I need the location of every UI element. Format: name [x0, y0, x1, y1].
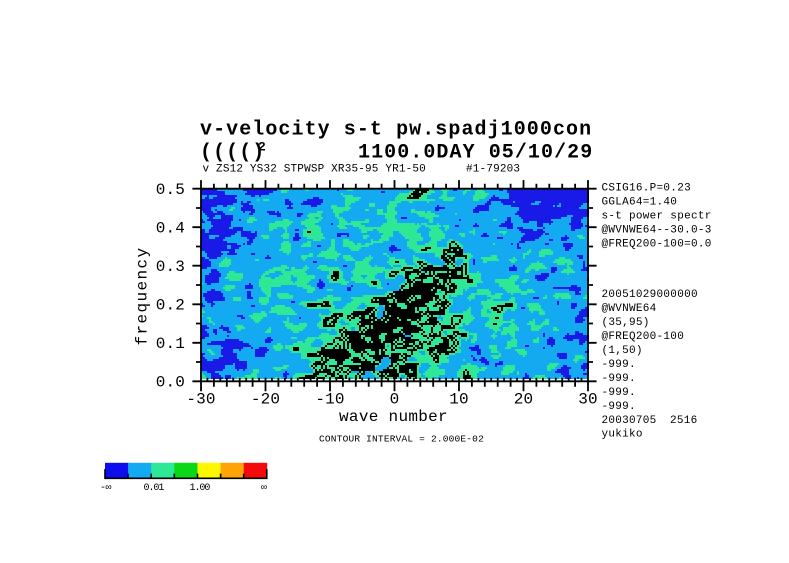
svg-text:(1,50): (1,50) — [602, 345, 643, 357]
svg-text:0.1: 0.1 — [156, 335, 185, 353]
svg-text:10: 10 — [449, 391, 468, 409]
svg-text:30: 30 — [578, 391, 597, 409]
svg-text:wave number: wave number — [339, 408, 448, 426]
svg-text:∞: ∞ — [106, 483, 112, 494]
svg-text:@WVNWE64: @WVNWE64 — [602, 303, 657, 315]
svg-text:CONTOUR INTERVAL = 2.000E-02: CONTOUR INTERVAL = 2.000E-02 — [319, 433, 484, 444]
svg-text:0.0: 0.0 — [156, 373, 185, 391]
svg-text:v-velocity s-t pw.spadj1000con: v-velocity s-t pw.spadj1000con — [200, 119, 592, 142]
svg-text:0.4: 0.4 — [156, 220, 185, 238]
svg-text:0.5: 0.5 — [156, 181, 185, 199]
svg-text:1100.0DAY 05/10/29: 1100.0DAY 05/10/29 — [358, 142, 593, 165]
svg-text:2: 2 — [258, 140, 266, 155]
svg-text:20: 20 — [514, 391, 533, 409]
svg-text:0: 0 — [390, 391, 400, 409]
svg-text:∞: ∞ — [261, 483, 267, 494]
svg-text:20030705: 20030705 — [602, 415, 657, 427]
svg-text:1.00: 1.00 — [190, 483, 211, 494]
svg-text:-999.: -999. — [602, 373, 636, 385]
svg-text:-30: -30 — [186, 391, 215, 409]
svg-text:#1-79203: #1-79203 — [466, 164, 520, 176]
svg-text:CSIG16.P=0.23: CSIG16.P=0.23 — [602, 183, 691, 195]
svg-text:@WVNWE64--30.0-3: @WVNWE64--30.0-3 — [602, 225, 712, 237]
svg-text:GGLA64=1.40: GGLA64=1.40 — [602, 197, 678, 209]
svg-text:-: - — [100, 483, 106, 494]
svg-text:-999.: -999. — [602, 401, 636, 413]
svg-text:((((): (((() — [200, 142, 265, 165]
svg-text:yukiko: yukiko — [602, 429, 643, 441]
svg-text:0.3: 0.3 — [156, 258, 185, 276]
svg-text:0.01: 0.01 — [144, 483, 165, 494]
svg-text:v ZS12 YS32 STPWSP XR35-95 YR1: v ZS12 YS32 STPWSP XR35-95 YR1-50 — [203, 164, 426, 176]
svg-text:20051029000000: 20051029000000 — [602, 289, 698, 301]
svg-text:s-t power spectr: s-t power spectr — [602, 211, 712, 223]
svg-text:-10: -10 — [315, 391, 344, 409]
svg-text:@FREQ200-100=0.0: @FREQ200-100=0.0 — [602, 239, 712, 251]
svg-text:-20: -20 — [251, 391, 280, 409]
svg-text:@FREQ200-100: @FREQ200-100 — [602, 331, 685, 343]
svg-text:-999.: -999. — [602, 387, 636, 399]
svg-text:2516: 2516 — [670, 415, 698, 427]
svg-text:frequency: frequency — [134, 246, 152, 345]
svg-text:0.2: 0.2 — [156, 296, 185, 314]
svg-text:-999.: -999. — [602, 359, 636, 371]
svg-text:(35,95): (35,95) — [602, 317, 650, 329]
